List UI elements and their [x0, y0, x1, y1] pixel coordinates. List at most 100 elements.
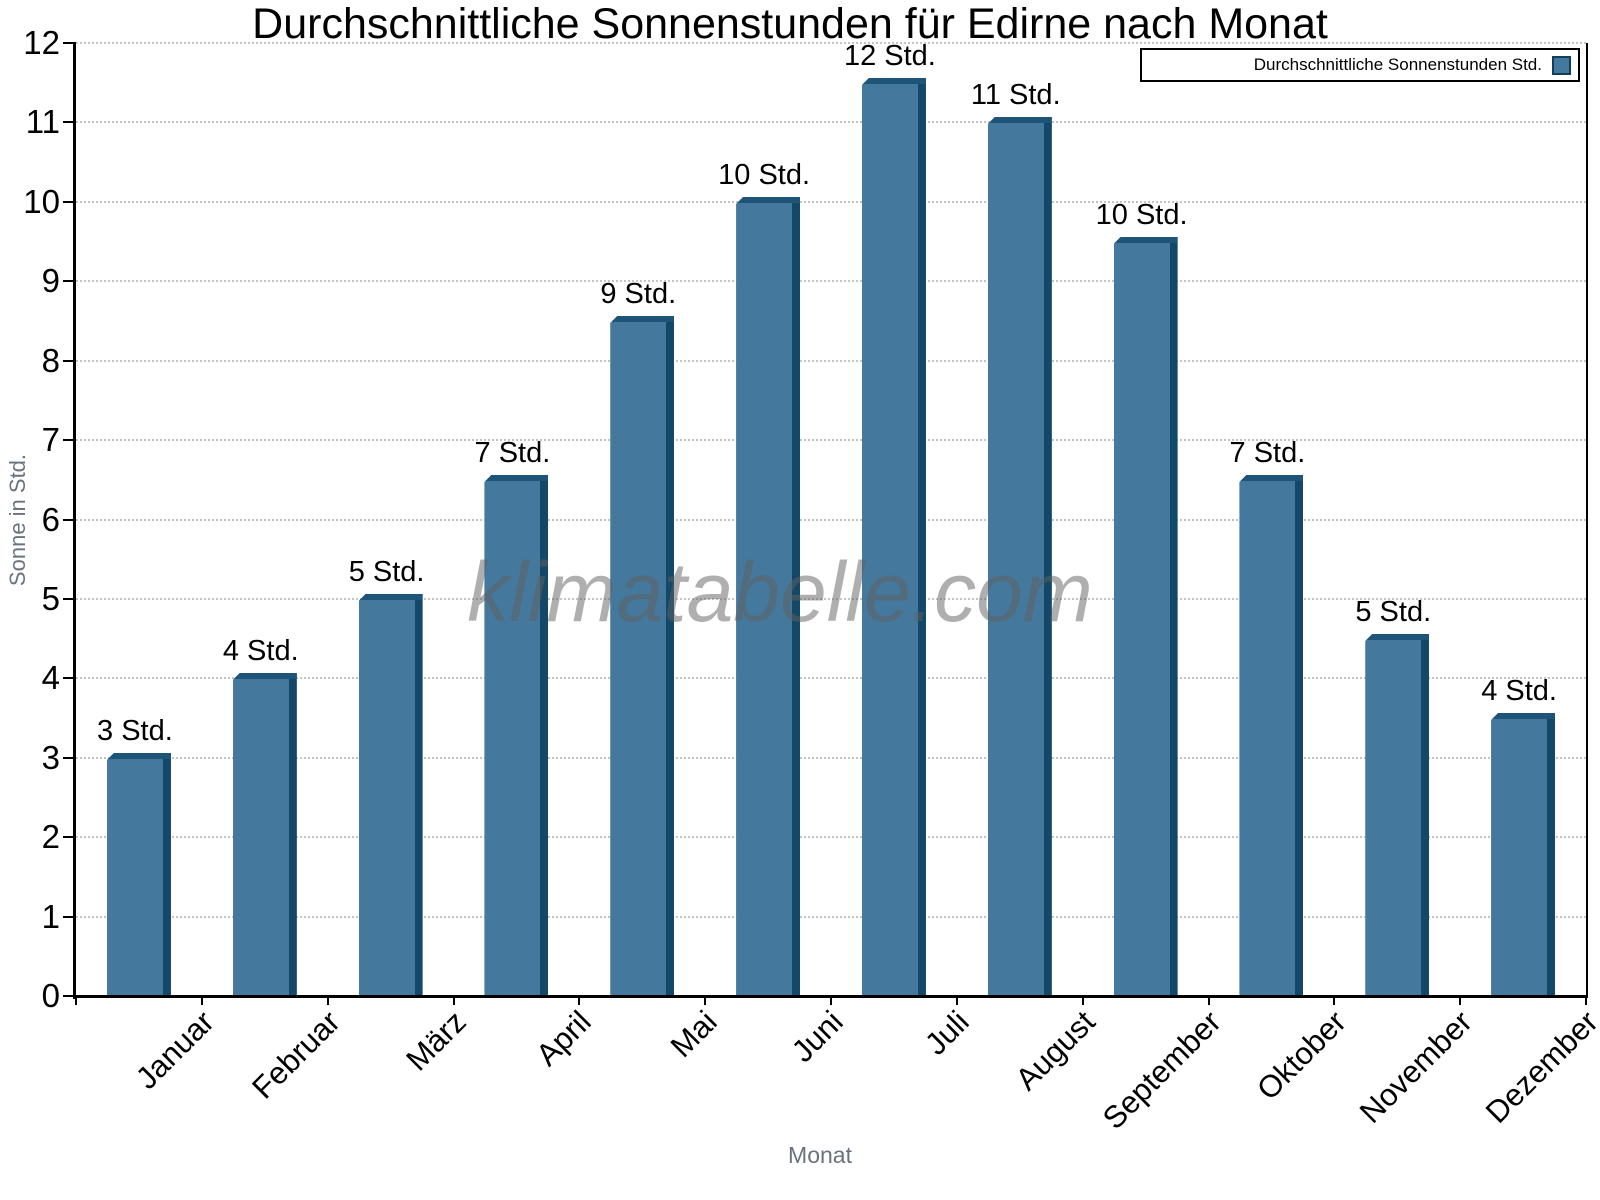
bar-value-label: 10 Std.: [718, 159, 811, 191]
x-axis-tick: [1333, 996, 1336, 1005]
x-axis-tick: [1459, 996, 1462, 1005]
y-axis-line: [73, 43, 76, 999]
bar-value-label: 5 Std.: [1355, 596, 1432, 628]
y-axis-tick-label: 4: [41, 659, 60, 697]
y-axis-tick: [63, 518, 76, 521]
y-axis-tick: [63, 280, 76, 283]
bar-juli: [861, 78, 926, 996]
y-axis-tick: [63, 200, 76, 203]
bar-side-edge: [666, 316, 675, 996]
x-axis-tick: [452, 996, 455, 1005]
y-axis-tick: [63, 439, 76, 442]
bar-value-label: 4 Std.: [222, 635, 299, 667]
bar-top-edge: [610, 316, 675, 322]
gridline: [76, 359, 1586, 362]
bar-side-edge: [414, 594, 423, 996]
bar-side-edge: [917, 78, 926, 996]
bar-top-edge: [736, 197, 801, 203]
bar-value-label: 4 Std.: [1481, 675, 1557, 707]
legend-label: Durchschnittliche Sonnenstunden Std.: [1253, 55, 1542, 74]
bar-februar: [232, 673, 297, 996]
y-axis-tick-label: 5: [41, 579, 60, 617]
y-axis-tick-label: 1: [41, 897, 60, 935]
bar-januar: [106, 753, 171, 996]
bar-september: [1113, 237, 1178, 996]
bar-value-label: 10 Std.: [1095, 199, 1188, 231]
bar-top-edge: [1491, 713, 1556, 719]
bar-top-edge: [232, 673, 297, 679]
bar-value-label: 5 Std.: [348, 556, 425, 588]
bar-face: [484, 475, 549, 996]
gridline: [76, 915, 1586, 918]
y-axis-tick-label: 8: [41, 341, 60, 379]
y-axis-tick: [63, 995, 76, 997]
y-axis-tick-label: 6: [41, 500, 60, 538]
x-axis-tick: [326, 996, 329, 1005]
y-axis-tick-label: 11: [25, 103, 60, 141]
bar-face: [736, 197, 801, 996]
gridline: [76, 121, 1586, 124]
x-axis-title: Monat: [788, 1142, 852, 1168]
bar-side-edge: [1295, 475, 1304, 996]
bar-face: [1113, 237, 1178, 996]
x-axis-tick: [1585, 996, 1587, 1005]
plot-right-border: [1586, 43, 1588, 998]
bar-top-edge: [1239, 475, 1304, 481]
gridline: [76, 280, 1586, 283]
bar-side-edge: [1169, 237, 1178, 996]
gridline: [76, 836, 1586, 839]
chart-title: Durchschnittliche Sonnenstunden für Edir…: [252, 0, 1328, 48]
bar-märz: [358, 594, 423, 996]
bar-top-edge: [358, 594, 423, 600]
gridline: [76, 518, 1586, 521]
bar-face: [610, 316, 675, 996]
y-axis-tick-label: 10: [23, 182, 60, 220]
bar-face: [358, 594, 423, 996]
bar-side-edge: [162, 753, 171, 996]
bar-side-edge: [1547, 713, 1556, 996]
gridline: [76, 756, 1586, 759]
y-axis-tick-label: 0: [41, 977, 60, 1014]
y-axis-tick-label: 9: [41, 262, 60, 300]
gridline: [76, 677, 1586, 680]
bar-november: [1365, 634, 1430, 996]
y-axis-tick: [63, 121, 76, 124]
y-axis-tick: [63, 359, 76, 362]
bar-value-label: 12 Std.: [843, 40, 936, 72]
legend: Durchschnittliche Sonnenstunden Std.: [1140, 48, 1580, 82]
x-axis-tick: [955, 996, 958, 1005]
bar-value-label: 7 Std.: [474, 437, 551, 469]
y-axis-tick-label: 12: [23, 24, 60, 61]
gridline: [76, 597, 1586, 600]
y-axis-tick-label: 3: [41, 738, 60, 776]
bar-oktober: [1239, 475, 1304, 996]
y-axis-tick: [63, 677, 76, 680]
bar-top-edge: [1113, 237, 1178, 243]
bar-value-label: 11 Std.: [970, 79, 1061, 111]
y-axis-tick: [63, 756, 76, 759]
bar-mai: [610, 316, 675, 996]
legend-swatch-icon: [1552, 55, 1571, 75]
bar-juni: [736, 197, 801, 996]
bar-face: [1239, 475, 1304, 996]
bar-value-label: 7 Std.: [1229, 437, 1306, 469]
bar-top-edge: [1365, 634, 1430, 640]
bar-face: [1491, 713, 1556, 996]
gridline: [76, 439, 1586, 442]
x-axis-line: [73, 995, 1586, 998]
x-axis-tick: [1207, 996, 1210, 1005]
x-axis-tick: [830, 996, 832, 1005]
bar-side-edge: [540, 475, 549, 996]
bar-value-label: 9 Std.: [600, 278, 677, 310]
y-axis-tick: [63, 597, 76, 600]
bar-side-edge: [792, 197, 801, 996]
x-axis-tick: [200, 996, 203, 1005]
bar-face: [1365, 634, 1430, 996]
gridline: [76, 42, 1586, 44]
x-axis-tick: [75, 996, 77, 1005]
bar-side-edge: [288, 673, 297, 996]
bar-top-edge: [861, 78, 926, 84]
bar-top-edge: [106, 753, 171, 759]
y-axis-tick-label: 7: [41, 421, 60, 459]
